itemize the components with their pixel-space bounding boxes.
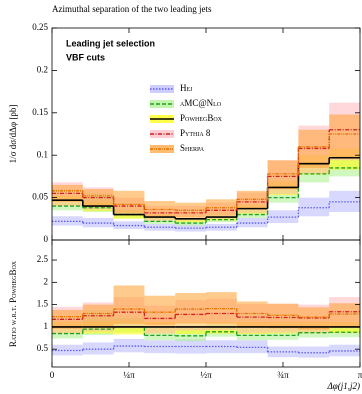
uncertainty-band (175, 202, 206, 218)
y-tick-label: 1.5 (37, 299, 49, 309)
x-tick-label: π (358, 370, 362, 380)
legend-label: aMC@Nlo (180, 98, 222, 108)
uncertainty-band (52, 309, 83, 329)
legend-label: PowhegBox (180, 113, 223, 123)
y-tick-label: 2 (44, 276, 49, 286)
uncertainty-band (267, 303, 299, 329)
uncertainty-band (329, 303, 360, 328)
x-tick-label: 0 (50, 370, 55, 380)
x-axis-label: Δφ(j1,j2) (326, 381, 360, 391)
uncertainty-band (175, 293, 206, 324)
uncertainty-band (298, 346, 330, 358)
uncertainty-band (205, 199, 237, 216)
uncertainty-band (144, 295, 176, 326)
uncertainty-band (267, 328, 299, 340)
uncertainty-band (298, 197, 330, 217)
x-tick-label: ¾π (277, 370, 289, 380)
y-tick-label: 0.15 (32, 107, 48, 117)
annotation: VBF cuts (66, 52, 105, 62)
uncertainty-band (267, 160, 299, 190)
y-axis-label: Ratio w.r.t. PowhegBox (8, 260, 18, 347)
uncertainty-band (236, 190, 268, 209)
legend-label: Sherpa (180, 143, 205, 153)
uncertainty-band (82, 189, 114, 207)
uncertainty-band (205, 292, 237, 324)
y-tick-label: 0.05 (32, 192, 48, 202)
uncertainty-band (298, 307, 330, 330)
uncertainty-band (52, 184, 83, 202)
chart-title: Azimuthal separation of the two leading … (52, 4, 212, 14)
annotation: Leading jet selection (66, 38, 155, 48)
y-tick-label: 0.25 (32, 22, 48, 32)
x-tick-label: ¼π (123, 370, 135, 380)
y-tick-label: 0 (44, 234, 49, 244)
y-axis-label: 1/σ dσ/dΔφ [pb] (8, 105, 18, 164)
uncertainty-band (329, 114, 360, 159)
uncertainty-band (113, 285, 145, 324)
y-tick-label: 0.1 (37, 149, 48, 159)
legend-label: Hej (180, 83, 193, 93)
y-tick-label: 2.5 (37, 254, 49, 264)
uncertainty-band (236, 301, 268, 328)
uncertainty-band (144, 200, 176, 217)
uncertainty-band (113, 190, 145, 213)
uncertainty-band (236, 340, 268, 354)
y-tick-label: 1 (44, 321, 49, 331)
uncertainty-band (82, 304, 114, 327)
y-tick-label: 0.2 (37, 64, 48, 74)
y-tick-label: 0.5 (37, 343, 49, 353)
x-tick-label: ½π (200, 370, 212, 380)
uncertainty-band (236, 209, 268, 218)
uncertainty-band (82, 342, 114, 355)
legend-label: Pythia 8 (180, 128, 211, 138)
